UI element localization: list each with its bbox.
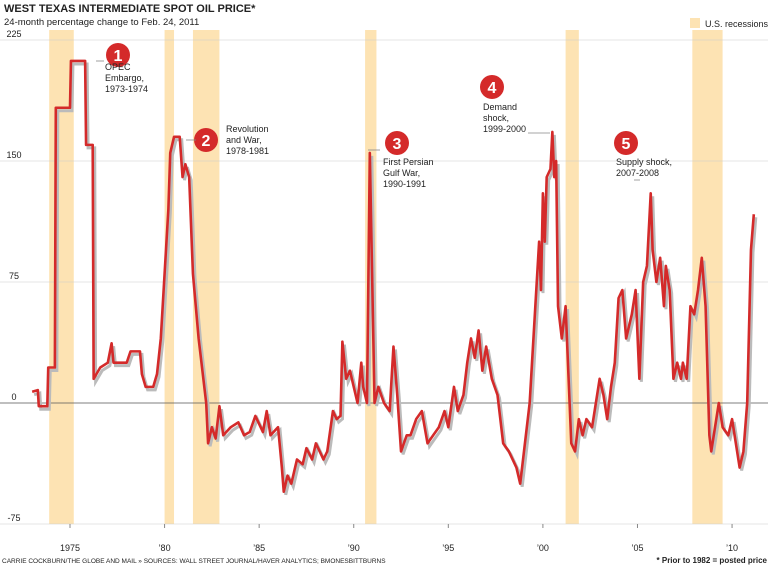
annotation-text: and War, — [226, 135, 262, 145]
x-tick-label: ’05 — [631, 543, 643, 553]
annotation-text: 1999-2000 — [483, 124, 526, 134]
chart-subtitle: 24-month percentage change to Feb. 24, 2… — [4, 17, 199, 28]
legend-label: U.S. recessions — [705, 19, 769, 29]
annotation-text: Supply shock, — [616, 157, 672, 167]
x-tick-label: ’95 — [442, 543, 454, 553]
annotation-text: Demand — [483, 102, 517, 112]
y-tick-label: 225 — [6, 29, 21, 39]
x-tick-label: ’10 — [726, 543, 738, 553]
annotation-number: 3 — [393, 136, 402, 153]
annotation-text: Revolution — [226, 124, 269, 134]
annotation-text: shock, — [483, 113, 509, 123]
annotation-text: Gulf War, — [383, 168, 420, 178]
annotation-text: 1990-1991 — [383, 179, 426, 189]
recession-band — [192, 30, 220, 524]
annotation-text: OPEC — [105, 62, 131, 72]
recession-band — [49, 30, 74, 524]
y-tick-label: 75 — [9, 271, 19, 281]
annotation-badge — [106, 43, 130, 67]
recession-band — [692, 30, 723, 524]
annotation-text: 1978-1981 — [226, 146, 269, 156]
x-tick-label: ’90 — [348, 543, 360, 553]
annotation-badge — [385, 131, 409, 155]
y-tick-label: 150 — [6, 150, 21, 160]
line-shadow — [33, 62, 758, 496]
recession-band — [164, 30, 175, 524]
annotation-number: 4 — [488, 80, 497, 97]
x-tick-label: ’00 — [537, 543, 549, 553]
annotation-number: 5 — [622, 136, 631, 153]
source: CARRIE COCKBURN/THE GLOBE AND MAIL » SOU… — [2, 558, 386, 565]
line — [31, 59, 756, 494]
annotation-badge — [614, 131, 638, 155]
x-tick-label: ’85 — [253, 543, 265, 553]
annotation-badge — [194, 128, 218, 152]
annotation-number: 2 — [202, 133, 211, 150]
y-tick-label: -75 — [7, 513, 20, 523]
x-tick-label: 1975 — [60, 543, 80, 553]
annotation-text: Embargo, — [105, 73, 144, 83]
footnote: * Prior to 1982 = posted price — [657, 556, 768, 565]
x-tick-label: ’80 — [159, 543, 171, 553]
chart-title: WEST TEXAS INTERMEDIATE SPOT OIL PRICE* — [4, 3, 256, 15]
legend-swatch — [690, 18, 700, 28]
annotation-number: 1 — [114, 48, 123, 65]
annotation-text: 1973-1974 — [105, 84, 148, 94]
annotation-text: First Persian — [383, 157, 434, 167]
annotation-text: 2007-2008 — [616, 168, 659, 178]
annotation-badge — [480, 75, 504, 99]
y-tick-label: 0 — [11, 392, 16, 402]
